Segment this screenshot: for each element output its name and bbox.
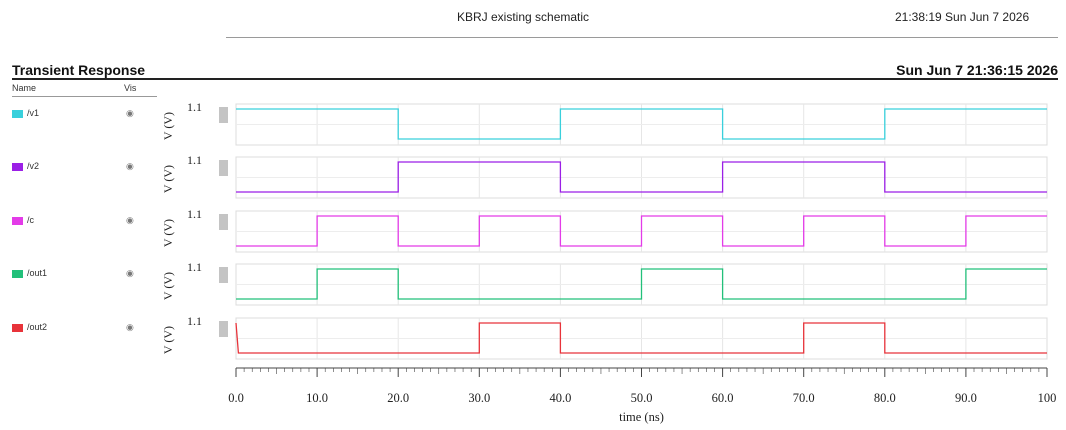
x-tick-label-30.0: 30.0: [468, 391, 490, 405]
visibility-icon[interactable]: ◉: [126, 215, 134, 225]
x-tick-label-100: 100: [1038, 391, 1057, 405]
legend-vis-header: Vis: [124, 83, 137, 93]
x-tick-label-40.0: 40.0: [549, 391, 571, 405]
x-tick-label-50.0: 50.0: [631, 391, 653, 405]
x-tick-label-10.0: 10.0: [306, 391, 328, 405]
legend-swatch: [12, 270, 23, 278]
legend-label: /v2: [27, 161, 40, 171]
header-divider: [226, 37, 1058, 38]
y-axis-label-3: V (V): [161, 219, 175, 247]
window-title: KBRJ existing schematic: [457, 10, 590, 24]
y-tick-label-2: 1.1: [187, 153, 202, 167]
legend-label: /c: [27, 215, 35, 225]
y-tick-label-3: 1.1: [187, 207, 202, 221]
y-axis-label-5: V (V): [161, 326, 175, 354]
x-tick-label-70.0: 70.0: [793, 391, 815, 405]
series-line-v1: [236, 108, 1047, 140]
y-tick-label-4: 1.1: [187, 260, 202, 274]
y-tick-label-5: 1.1: [187, 314, 202, 328]
legend-item[interactable]: /c ◉: [12, 215, 152, 229]
y-axis-label-4: V (V): [161, 272, 175, 300]
legend-divider: [12, 96, 157, 97]
legend-name-header: Name: [12, 83, 37, 93]
plot-date: Sun Jun 7 21:36:15 2026: [896, 62, 1058, 78]
x-tick-label-0.0: 0.0: [228, 391, 244, 405]
legend-swatch: [12, 217, 23, 225]
x-tick-label-60.0: 60.0: [712, 391, 734, 405]
legend-item[interactable]: /v2 ◉: [12, 161, 152, 175]
visibility-icon[interactable]: ◉: [126, 268, 134, 278]
y-axis-label-1: V (V): [161, 112, 175, 140]
series-line-c: [236, 215, 1047, 247]
legend-label: /out1: [27, 268, 48, 278]
y-tick-label-1: 1.1: [187, 100, 202, 114]
legend-item[interactable]: /out2 ◉: [12, 322, 152, 336]
x-tick-label-90.0: 90.0: [955, 391, 977, 405]
x-axis-label: time (ns): [619, 410, 664, 424]
y-axis-label-2: V (V): [161, 165, 175, 193]
legend-swatch: [12, 163, 23, 171]
legend-item[interactable]: /out1 ◉: [12, 268, 152, 282]
plot-title: Transient Response: [12, 62, 146, 78]
visibility-icon[interactable]: ◉: [126, 108, 134, 118]
legend-swatch: [12, 110, 23, 118]
x-tick-label-20.0: 20.0: [387, 391, 409, 405]
legend-item[interactable]: /v1 ◉: [12, 108, 152, 122]
legend-label: /v1: [27, 108, 40, 118]
series-line-out2: [235, 322, 1047, 354]
legend-label: /out2: [27, 322, 48, 332]
plot-divider: [12, 78, 1058, 80]
visibility-icon[interactable]: ◉: [126, 161, 134, 171]
series-line-v2: [236, 161, 1047, 193]
x-tick-label-80.0: 80.0: [874, 391, 896, 405]
header-timestamp: 21:38:19 Sun Jun 7 2026: [895, 10, 1030, 24]
visibility-icon[interactable]: ◉: [126, 322, 134, 332]
legend-swatch: [12, 324, 23, 332]
series-line-out1: [236, 268, 1047, 300]
